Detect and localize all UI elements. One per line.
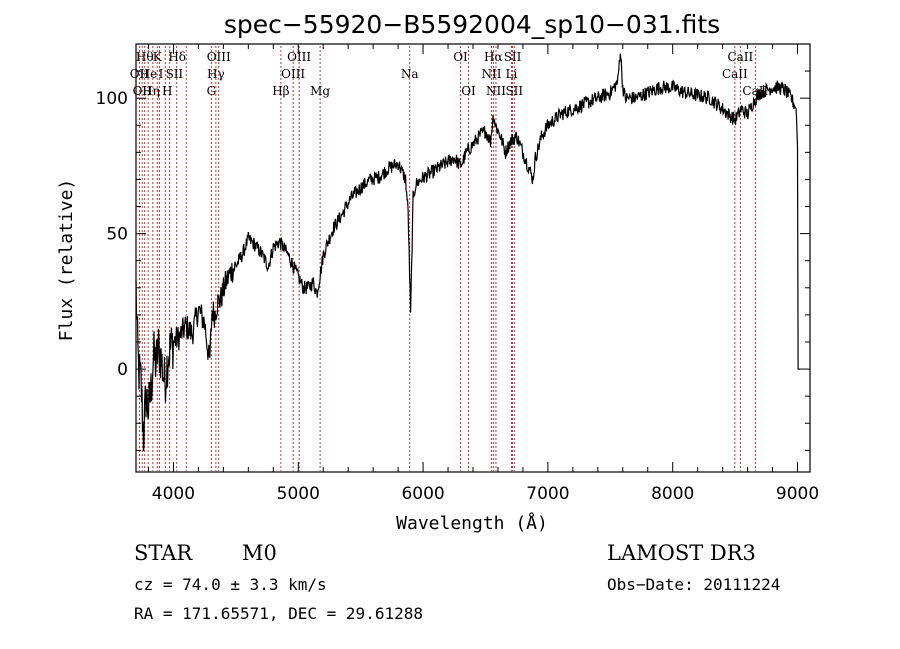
coordinates: RA = 171.65571, DEC = 29.61288 [134,604,423,623]
x-tick-label: 8000 [651,484,694,504]
line-label: OI [461,84,476,98]
line-label: OI [453,50,468,64]
obs-date: Obs−Date: 20111224 [607,575,780,594]
line-label: S [166,67,174,81]
line-label: Hδ [168,50,186,64]
line-label: Mg [310,84,330,98]
subclass-label: M0 [242,541,277,565]
x-tick-label: 9000 [776,484,819,504]
line-label: II [174,67,184,81]
x-tick-label: 4000 [152,484,195,504]
line-label: I [159,67,164,81]
line-markers [138,46,756,471]
cz-readout: cz = 74.0 ± 3.3 km/s [134,575,327,594]
plot-frame [135,43,811,473]
survey-label: LAMOST DR3 [607,541,756,565]
line-label: SII [505,84,523,98]
line-label: He [140,67,158,81]
y-tick-label: 0 [117,360,128,380]
class-label: STAR [134,541,193,565]
x-tick-label: 6000 [401,484,444,504]
x-axis-label: Wavelength (Å) [396,512,548,534]
line-label: OII [130,67,150,81]
line-label: Hγ [207,67,225,81]
line-label: OIII [207,50,231,64]
line-label: Hα [484,50,503,64]
chart-title: spec−55920−B5592004_sp10−031.fits [224,10,720,39]
line-label: NII [481,67,501,81]
line-label: OII [133,84,153,98]
x-axis-ticks: 4000 5000 6000 7000 8000 9000 [147,44,819,504]
line-label: NII [486,84,506,98]
y-tick-label: 50 [106,225,128,245]
line-label: CaII [722,67,748,81]
y-axis-label: Flux (relative) [56,179,77,342]
line-label: Hβ [272,84,289,98]
line-label: Hθ [136,50,154,64]
spectrum-line [135,53,801,452]
line-label: SII [504,50,522,64]
line-label: OIII [287,50,311,64]
line-label: K [153,50,163,64]
line-label: Na [401,67,419,81]
y-axis-ticks: 0 50 100 [96,70,810,451]
line-label: CaII [727,50,753,64]
line-label: Hη [142,84,160,98]
line-label: OIII [281,67,305,81]
y-tick-label: 100 [96,89,128,109]
x-tick-label: 7000 [526,484,569,504]
line-label: Li [506,67,518,81]
line-label: G [207,84,217,98]
x-tick-label: 5000 [277,484,320,504]
line-label: H [162,84,172,98]
